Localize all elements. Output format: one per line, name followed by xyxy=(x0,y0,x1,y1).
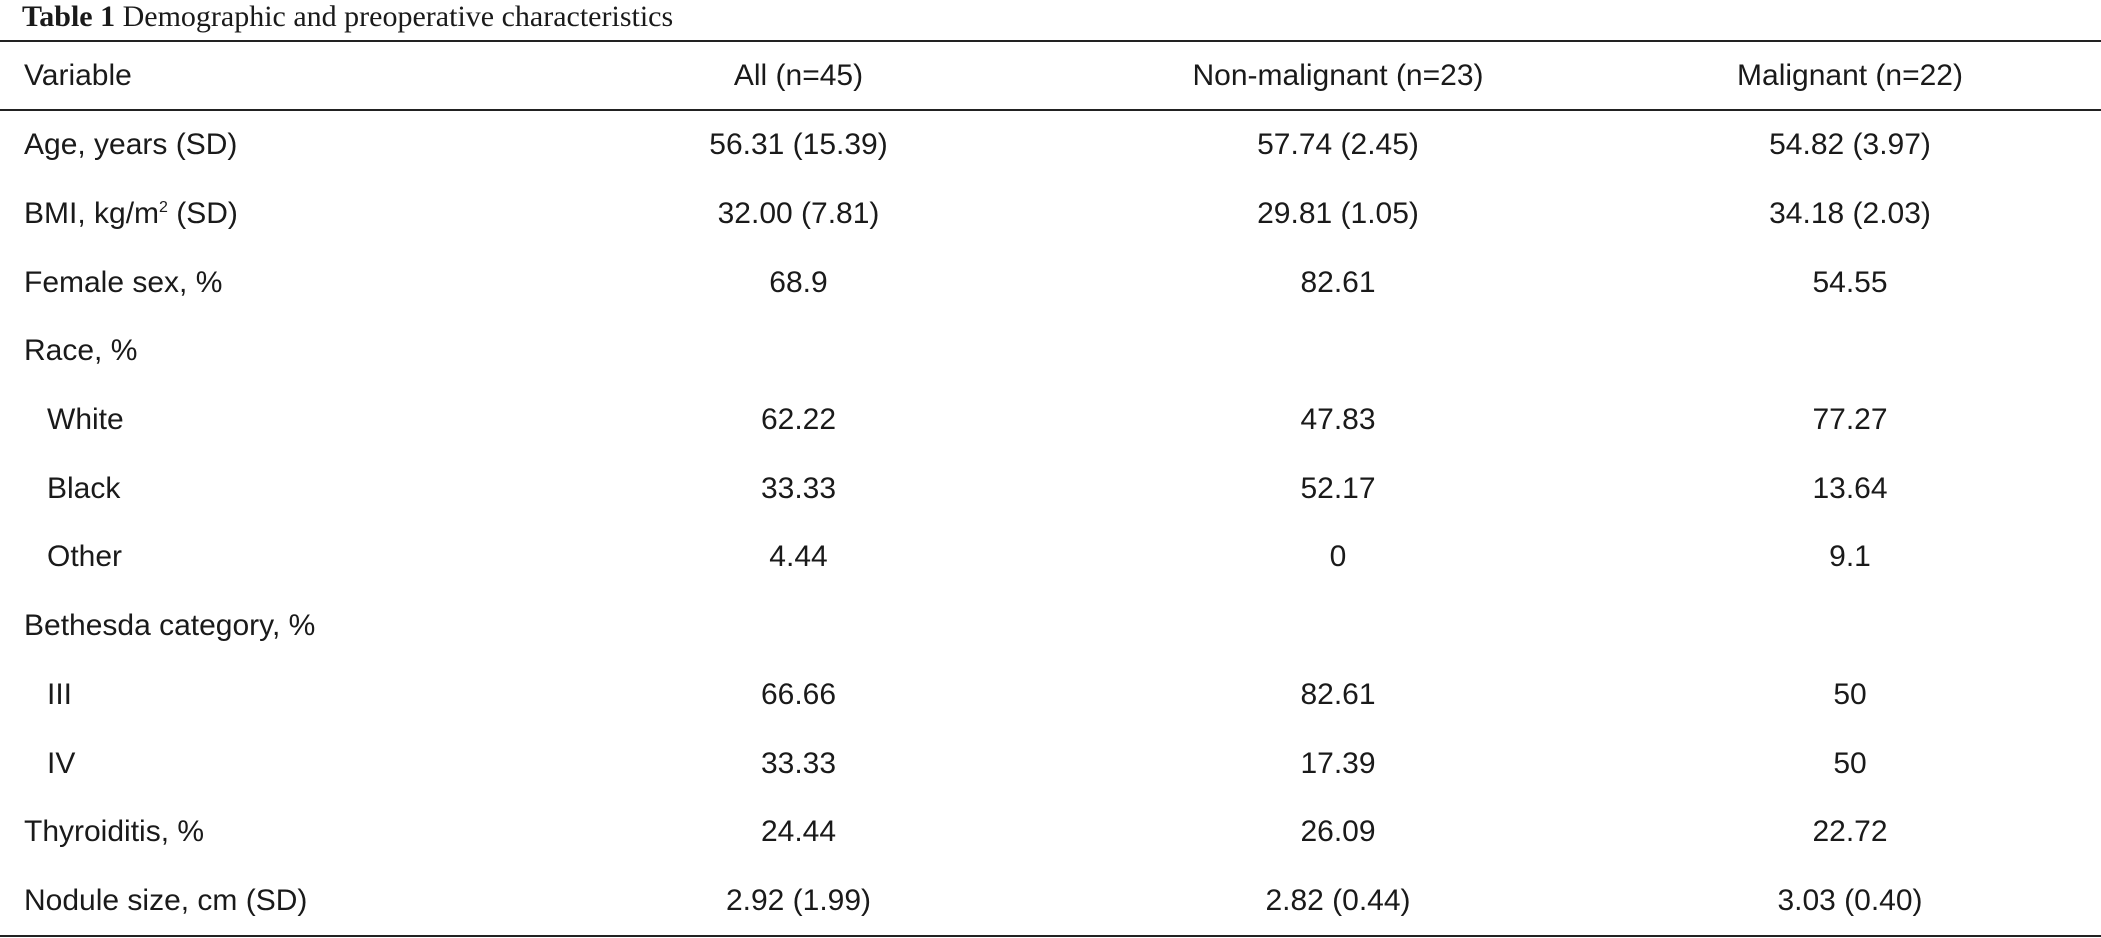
cell-all: 32.00 (7.81) xyxy=(717,197,880,231)
cell-non-malignant: 26.09 xyxy=(1300,815,1376,849)
table-row: IV 33.33 17.39 50 xyxy=(0,729,2101,798)
cell-malignant: 22.72 xyxy=(1812,815,1888,849)
row-label-suffix: (SD) xyxy=(167,197,238,231)
cell-all: 68.9 xyxy=(769,265,828,299)
row-label: Black xyxy=(0,472,520,506)
row-label: Female sex, % xyxy=(0,266,520,300)
row-label: Race, % xyxy=(0,334,520,368)
row-label: IV xyxy=(0,747,520,781)
cell-all: 56.31 (15.39) xyxy=(709,128,888,162)
table-row: Female sex, % 68.9 82.61 54.55 xyxy=(0,248,2101,317)
cell-non-malignant: 47.83 xyxy=(1300,403,1376,437)
cell-all: 4.44 xyxy=(769,540,828,574)
row-label-text: III xyxy=(47,677,73,711)
cell-non-malignant: 82.61 xyxy=(1300,265,1376,299)
row-label-text: Thyroiditis, % xyxy=(24,815,205,849)
row-label: Other xyxy=(0,540,520,574)
cell-non-malignant: 2.82 (0.44) xyxy=(1265,883,1411,917)
table-row: White 62.22 47.83 77.27 xyxy=(0,386,2101,455)
table-row: Age, years (SD) 56.31 (15.39) 57.74 (2.45)… xyxy=(0,111,2101,180)
table-header-row: Variable All (n=45) Non-malignant (n=23)… xyxy=(0,42,2101,111)
cell-all: 24.44 xyxy=(760,815,837,849)
row-label: Thyroiditis, % xyxy=(0,815,520,849)
cell-malignant: 50 xyxy=(1833,746,1867,780)
cell-malignant: 54.82 (3.97) xyxy=(1769,128,1931,162)
cell-all: 66.66 xyxy=(760,677,837,711)
row-label: BMI, kg/m2 (SD) xyxy=(0,197,520,231)
table-caption-label: Table 1 xyxy=(22,0,116,33)
header-non-malignant: Non-malignant (n=23) xyxy=(1192,58,1484,92)
row-label: III xyxy=(0,678,520,712)
header-variable: Variable xyxy=(24,58,132,92)
cell-malignant: 77.27 xyxy=(1812,403,1888,437)
row-label-text: IV xyxy=(47,746,76,780)
cell-all: 33.33 xyxy=(760,746,837,780)
row-label: White xyxy=(0,403,520,437)
table-caption: Table 1 Demographic and preoperative cha… xyxy=(22,0,673,38)
cell-non-malignant: 52.17 xyxy=(1300,471,1376,505)
table-row: Bethesda category, % xyxy=(0,592,2101,661)
cell-all: 62.22 xyxy=(760,403,837,437)
cell-malignant: 3.03 (0.40) xyxy=(1777,883,1923,917)
cell-all: 33.33 xyxy=(760,471,837,505)
row-label-text: Black xyxy=(47,471,121,505)
cell-non-malignant: 0 xyxy=(1329,540,1347,574)
table-row: Other 4.44 0 9.1 xyxy=(0,523,2101,592)
cell-non-malignant: 17.39 xyxy=(1300,746,1376,780)
header-malignant: Malignant (n=22) xyxy=(1737,58,1963,92)
table-row: Black 33.33 52.17 13.64 xyxy=(0,454,2101,523)
row-label-superscript: 2 xyxy=(159,199,168,217)
cell-non-malignant: 82.61 xyxy=(1300,677,1376,711)
cell-non-malignant: 57.74 (2.45) xyxy=(1257,128,1419,162)
cell-all: 2.92 (1.99) xyxy=(725,883,872,917)
cell-malignant: 9.1 xyxy=(1829,540,1871,574)
cell-malignant: 54.55 xyxy=(1812,265,1888,299)
row-label-text: Female sex, % xyxy=(24,265,223,299)
cell-malignant: 34.18 (2.03) xyxy=(1769,197,1931,231)
row-label: Bethesda category, % xyxy=(0,609,520,643)
table-row: Thyroiditis, % 24.44 26.09 22.72 xyxy=(0,798,2101,867)
row-label: Age, years (SD) xyxy=(0,128,520,162)
header-all: All (n=45) xyxy=(733,58,864,92)
cell-non-malignant: 29.81 (1.05) xyxy=(1257,197,1419,231)
row-label-text: Age, years (SD) xyxy=(24,128,238,162)
cell-malignant: 50 xyxy=(1833,677,1867,711)
row-label-text: BMI, kg/m xyxy=(24,197,160,231)
cell-malignant: 13.64 xyxy=(1812,471,1888,505)
row-label-text: Other xyxy=(47,540,123,574)
row-label: Nodule size, cm (SD) xyxy=(0,884,520,918)
row-label-text: White xyxy=(47,403,124,437)
table-caption-text: Demographic and preoperative characteris… xyxy=(122,0,674,33)
row-label-text: Race, % xyxy=(24,334,138,368)
table-row: Race, % xyxy=(0,317,2101,386)
row-label-text: Nodule size, cm (SD) xyxy=(24,883,308,917)
table-row: BMI, kg/m2 (SD) 32.00 (7.81) 29.81 (1.05) 3… xyxy=(0,180,2101,249)
table-body: Age, years (SD) 56.31 (15.39) 57.74 (2.45)… xyxy=(0,111,2101,935)
characteristics-table: Variable All (n=45) Non-malignant (n=23)… xyxy=(0,40,2101,938)
table-row: III 66.66 82.61 50 xyxy=(0,661,2101,730)
row-label-text: Bethesda category, % xyxy=(24,609,316,643)
table-row: Nodule size, cm (SD) 2.92 (1.99) 2.82 (0.4… xyxy=(0,867,2101,936)
